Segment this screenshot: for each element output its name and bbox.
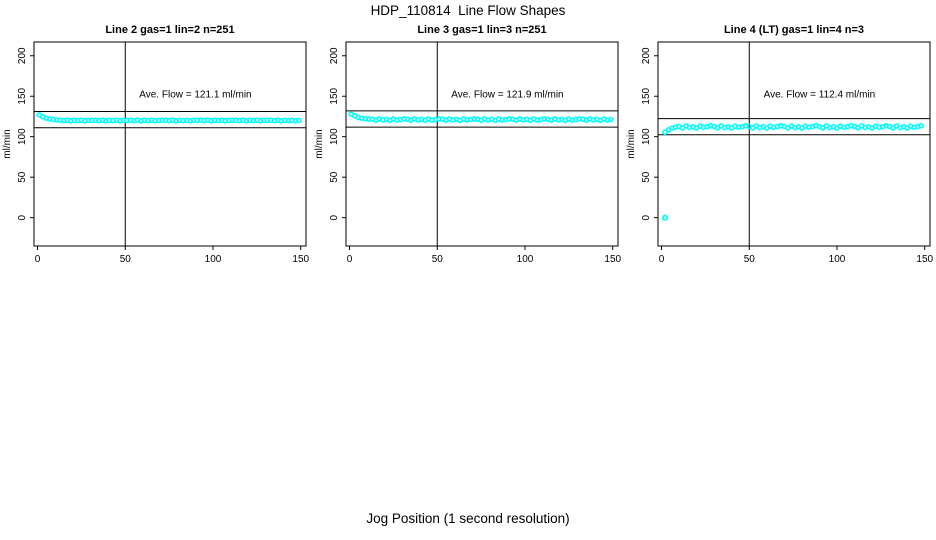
y-tick-label: 100	[329, 128, 340, 145]
plot-panel-line3: Line 3 gas=1 lin=3 n=251 0 50 100 150 0 50 100 1…	[312, 20, 624, 270]
y-tick-label: 0	[641, 214, 652, 220]
y-tick-label: 150	[329, 87, 340, 104]
plots-row: Line 2 gas=1 lin=2 n=251 0 50 100 150 0 50 100 1…	[0, 20, 936, 270]
plot-box	[657, 41, 931, 247]
x-tick-label: 150	[916, 254, 933, 265]
data-point	[296, 117, 302, 124]
subplot-title: Line 2 gas=1 lin=2 n=251	[105, 24, 234, 36]
y-tick-label: 50	[329, 171, 340, 183]
y-axis-label: ml/min	[2, 129, 13, 158]
x-tick-label: 0	[347, 254, 353, 265]
outlier-data-point	[661, 214, 669, 221]
subplot-svg: Line 4 (LT) gas=1 lin=4 n=3 0 50 100 150 0 50 1…	[626, 24, 934, 265]
ave-flow-annotation: Ave. Flow = 121.9 ml/min	[451, 90, 563, 101]
x-tick-label: 0	[35, 254, 41, 265]
x-tick-label: 100	[829, 254, 846, 265]
y-axis-label: ml/min	[626, 129, 637, 158]
data-point	[918, 122, 925, 129]
plot-panel-line4: Line 4 (LT) gas=1 lin=4 n=3 0 50 100 150 0 50 1…	[624, 20, 936, 270]
y-tick-label: 0	[329, 214, 340, 220]
ave-flow-annotation: Ave. Flow = 121.1 ml/min	[139, 90, 251, 101]
data-point	[608, 116, 614, 123]
y-tick-label: 200	[641, 47, 652, 64]
y-tick-label: 150	[641, 87, 652, 104]
y-tick-label: 50	[641, 171, 652, 183]
y-axis-label: ml/min	[314, 129, 325, 158]
x-tick-label: 0	[659, 254, 665, 265]
y-tick-label: 100	[17, 128, 28, 145]
x-tick-label: 50	[432, 254, 444, 265]
x-tick-label: 150	[292, 254, 309, 265]
y-tick-label: 0	[17, 214, 28, 220]
y-tick-label: 200	[17, 47, 28, 64]
x-tick-label: 50	[744, 254, 756, 265]
x-tick-label: 150	[604, 254, 621, 265]
plot-box	[33, 41, 307, 247]
subplot-svg: Line 3 gas=1 lin=3 n=251 0 50 100 150 0 50 100 1…	[314, 24, 622, 265]
y-tick-label: 200	[329, 47, 340, 64]
x-tick-label: 100	[205, 254, 222, 265]
x-tick-label: 50	[120, 254, 132, 265]
plot-box	[345, 41, 619, 247]
plot-panel-line2: Line 2 gas=1 lin=2 n=251 0 50 100 150 0 50 100 1…	[0, 20, 312, 270]
subplot-title: Line 3 gas=1 lin=3 n=251	[417, 24, 546, 36]
ave-flow-annotation: Ave. Flow = 112.4 ml/min	[764, 90, 876, 101]
page-title: HDP_110814 Line Flow Shapes	[370, 3, 566, 18]
subplot-svg: Line 2 gas=1 lin=2 n=251 0 50 100 150 0 50 100 1…	[2, 24, 310, 265]
y-tick-label: 50	[17, 171, 28, 183]
subplot-title: Line 4 (LT) gas=1 lin=4 n=3	[724, 24, 864, 36]
x-tick-label: 100	[517, 254, 534, 265]
data-point	[662, 129, 668, 136]
y-tick-label: 150	[17, 87, 28, 104]
y-tick-label: 100	[641, 128, 652, 145]
shared-x-axis-label: Jog Position (1 second resolution)	[366, 511, 570, 526]
